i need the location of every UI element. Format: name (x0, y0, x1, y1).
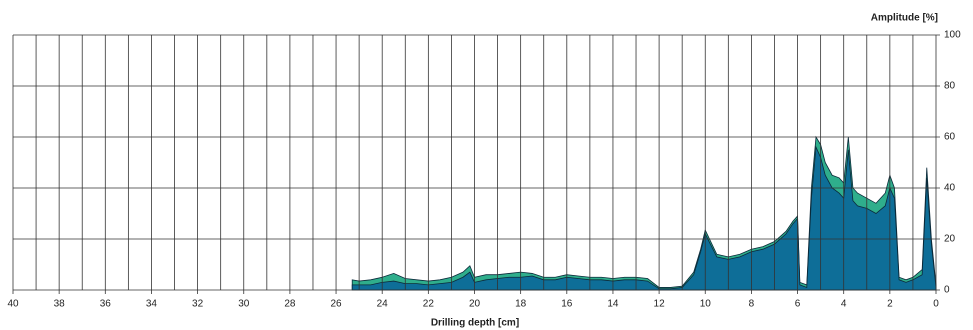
x-tick-label: 24 (377, 299, 389, 310)
x-tick-label: 0 (933, 299, 939, 310)
x-axis-label: Drilling depth [cm] (431, 318, 519, 329)
y-tick-label: 0 (944, 285, 950, 296)
x-tick-label: 18 (515, 299, 527, 310)
x-tick-label: 26 (330, 299, 342, 310)
x-tick-label: 8 (749, 299, 755, 310)
x-tick-label: 20 (469, 299, 481, 310)
y-tick-label: 20 (944, 234, 956, 245)
x-tick-label: 6 (795, 299, 801, 310)
x-tick-label: 4 (841, 299, 847, 310)
x-tick-label: 30 (238, 299, 250, 310)
y-tick-label: 60 (944, 132, 956, 143)
y-tick-label: 80 (944, 81, 956, 92)
area (351, 145, 937, 291)
x-tick-label: 12 (654, 299, 666, 310)
x-tick-label: 40 (7, 299, 19, 310)
x-tick-label: 32 (192, 299, 204, 310)
x-tick-label: 2 (887, 299, 893, 310)
y-axis-label: Amplitude [%] (871, 13, 938, 24)
x-tick-label: 16 (561, 299, 573, 310)
x-tick-label: 28 (284, 299, 296, 310)
y-tick-label: 100 (944, 30, 961, 41)
x-tick-label: 14 (607, 299, 619, 310)
x-tick-label: 22 (423, 299, 435, 310)
x-tick-label: 38 (54, 299, 66, 310)
x-tick-label: 10 (700, 299, 712, 310)
x-tick-label: 34 (146, 299, 158, 310)
y-tick-label: 40 (944, 183, 956, 194)
x-tick-label: 36 (100, 299, 112, 310)
